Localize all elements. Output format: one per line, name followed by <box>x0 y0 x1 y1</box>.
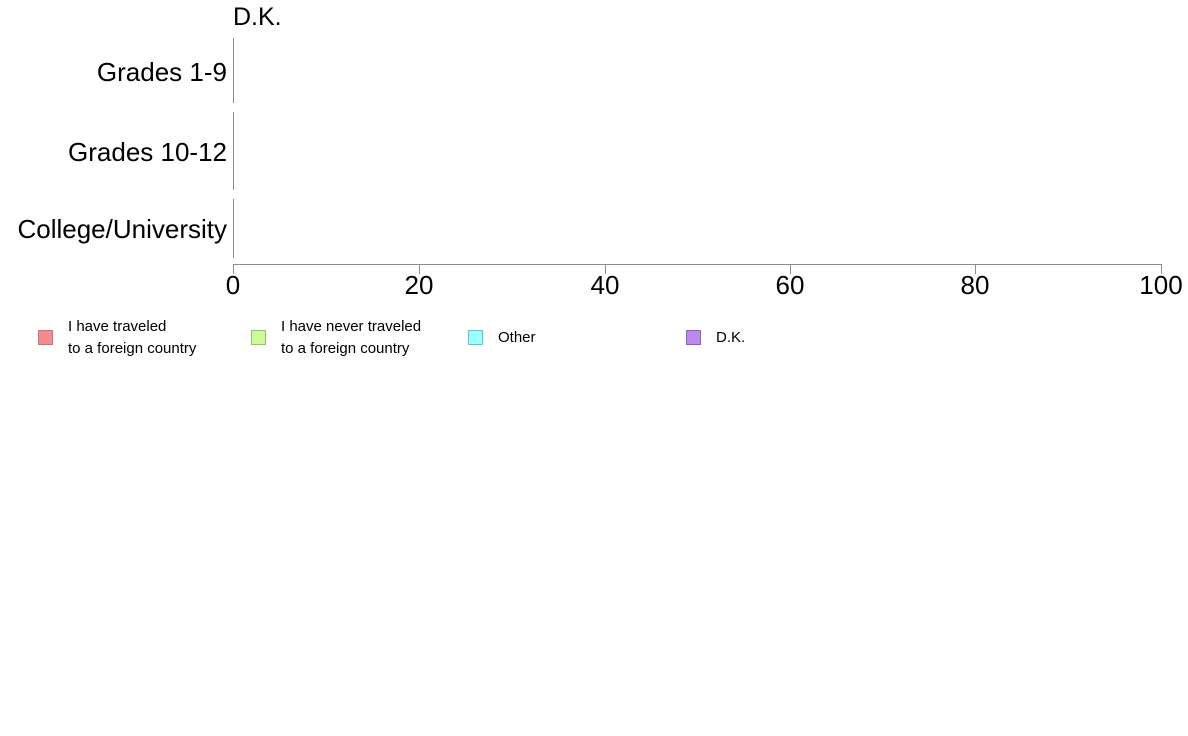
category-label-grades-1-9: Grades 1-9 <box>96 57 227 87</box>
legend-swatch-green <box>251 330 266 345</box>
legend-label-line: to a foreign country <box>68 339 197 357</box>
category-label-college: College/University <box>17 214 227 244</box>
legend-swatch-cyan <box>468 330 483 345</box>
category-label-grades-10-12: Grades 10-12 <box>68 137 227 167</box>
category-label-dk: D.K. <box>233 3 282 31</box>
y-axis-segment <box>233 38 234 103</box>
legend-swatch-purple <box>686 330 701 345</box>
legend-label-line: D.K. <box>716 328 746 346</box>
x-axis-line <box>233 264 1162 265</box>
legend-swatch-red <box>38 330 53 345</box>
legend-label: I have traveled to a foreign country <box>68 316 196 360</box>
legend-label: I have never traveled to a foreign count… <box>281 316 421 360</box>
x-tick-label: 20 <box>404 270 434 300</box>
x-tick-label: 80 <box>960 270 990 300</box>
legend-label-line: I have traveled <box>68 317 167 335</box>
x-axis-tick <box>605 264 606 274</box>
legend-label-line: Other <box>498 328 536 346</box>
legend-label: Other <box>498 327 536 349</box>
y-axis-segment <box>233 199 234 258</box>
legend-item-dk: D.K. <box>686 315 745 360</box>
legend-label-line: I have never traveled <box>281 317 422 335</box>
legend-item-never-traveled: I have never traveled to a foreign count… <box>251 315 421 360</box>
x-tick-label: 0 <box>225 270 241 300</box>
legend-item-other: Other <box>468 315 536 360</box>
x-axis-tick <box>419 264 420 274</box>
legend-item-traveled: I have traveled to a foreign country <box>38 315 196 360</box>
legend-label: D.K. <box>716 327 745 349</box>
x-axis-tick <box>233 264 234 274</box>
y-axis-segment <box>233 112 234 190</box>
x-axis-tick <box>790 264 791 274</box>
x-axis-tick <box>1161 264 1162 274</box>
x-axis-tick <box>975 264 976 274</box>
x-tick-label: 40 <box>590 270 620 300</box>
x-tick-label: 60 <box>775 270 805 300</box>
x-tick-label: 100 <box>1139 270 1183 300</box>
legend-label-line: to a foreign country <box>281 339 410 357</box>
